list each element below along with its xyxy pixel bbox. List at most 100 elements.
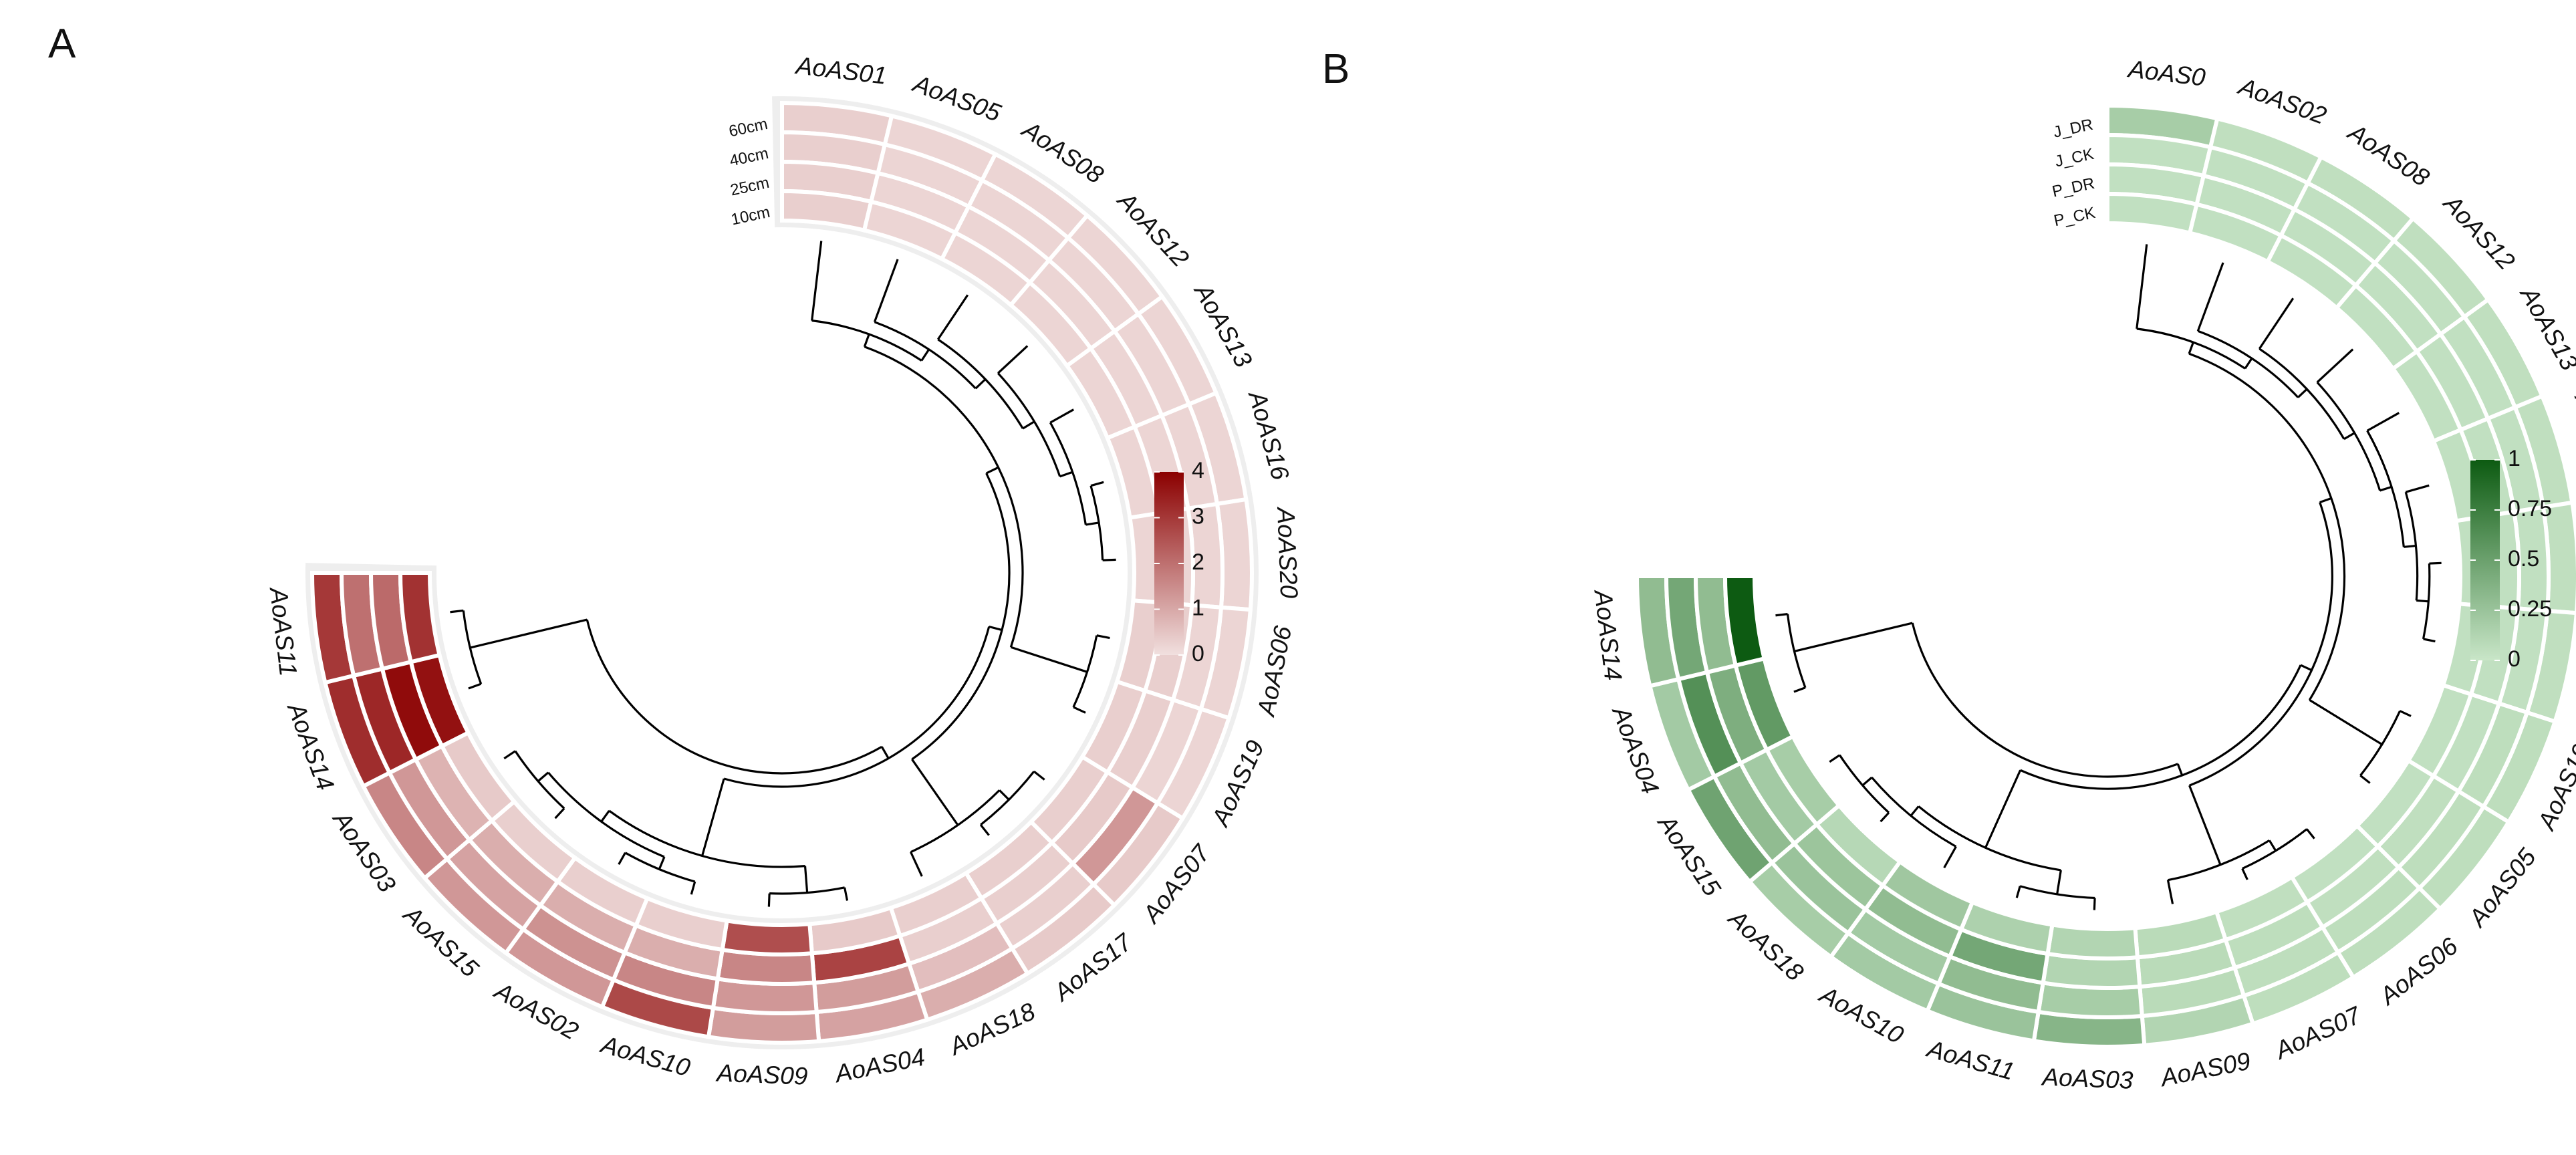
dendrogram-branch: [1085, 521, 1100, 526]
dendrogram-branch: [803, 866, 809, 893]
dendrogram-branch: [880, 746, 890, 759]
panel-a-ring-labels: 60cm 40cm 25cm 10cm: [727, 115, 771, 229]
dendrogram-branch: [2015, 886, 2021, 898]
panel-b-heatmap-cells: [1634, 103, 2576, 1049]
dendrogram-branch: [2416, 599, 2429, 603]
legend-tick-label: 0.25: [2508, 596, 2552, 622]
ring-label: J_CK: [2053, 145, 2095, 171]
dendrogram-branch: [690, 881, 696, 895]
dendrogram-arc: [911, 473, 1011, 761]
panel-a-dendrogram: [450, 241, 1116, 907]
panel-b-ring-labels: J_DR J_CK P_DR P_CK: [2051, 116, 2097, 230]
dendrogram-branch: [1090, 481, 1104, 487]
dendrogram-arc: [2404, 491, 2419, 601]
panel-b-dendrogram: [1775, 244, 2442, 910]
dendrogram-branch: [997, 345, 1029, 374]
gene-label: AoAS09: [2157, 1047, 2252, 1092]
dendrogram-arc: [2189, 501, 2333, 787]
panel-a-heatmap-cells: [309, 100, 1254, 1045]
legend-tick-label: 0: [2508, 646, 2521, 672]
dendrogram-arc: [723, 626, 991, 788]
dendrogram-branch: [1096, 634, 1110, 640]
dendrogram-branch: [911, 759, 959, 826]
ring-label: 25cm: [729, 174, 771, 200]
dendrogram-branch: [1794, 622, 1913, 653]
dendrogram-branch: [1861, 776, 1873, 787]
dendrogram-branch: [1910, 805, 1920, 817]
gene-label: AoAS0: [2126, 55, 2207, 92]
legend-tick-label: 0.75: [2508, 496, 2552, 521]
dendrogram-branch: [2300, 664, 2313, 672]
panel-b-circular-heatmap: AoAS0AoAS02AoAS08AoAS12AoAS13AoAS16AoAS2…: [1589, 55, 2576, 1094]
ring-label: J_DR: [2052, 116, 2095, 142]
dendrogram-branch: [2258, 297, 2295, 350]
gene-label: AoAS14: [1589, 588, 1627, 682]
dendrogram-branch: [2405, 484, 2430, 493]
dendrogram-branch: [2188, 785, 2222, 866]
dendrogram-branch: [811, 241, 823, 321]
dendrogram-branch: [2399, 710, 2412, 717]
dendrogram-branch: [2136, 244, 2148, 330]
dendrogram-branch: [701, 778, 725, 856]
dendrogram-branch: [979, 823, 990, 836]
dendrogram-branch: [863, 334, 870, 348]
dendrogram-branch: [1033, 770, 1045, 781]
panel-a-circular-heatmap: AoAS01 AoAS05AoAS08AoAS12AoAS13AoAS16AoAS…: [265, 51, 1303, 1090]
dendrogram-branch: [2244, 358, 2253, 370]
gene-label: AoAS06: [1252, 624, 1297, 720]
dendrogram-branch: [2379, 485, 2392, 492]
dendrogram-branch: [1984, 769, 2022, 849]
ring-label: P_DR: [2051, 174, 2096, 201]
dendrogram-branch: [2176, 763, 2184, 776]
panel-b-color-legend: 0 0.25 0.5 0.75 1: [2470, 446, 2552, 672]
ring-label: 60cm: [727, 115, 769, 141]
legend-tick-label: 1: [1192, 595, 1204, 620]
dendrogram-branch: [844, 887, 849, 901]
dendrogram-arc: [1911, 622, 2178, 778]
dendrogram-branch: [985, 466, 999, 475]
dendrogram-arc: [1049, 422, 1087, 525]
dendrogram-branch: [2297, 388, 2308, 398]
gene-label: AoAS16: [2569, 390, 2576, 486]
panel-label-b: B: [1322, 46, 1349, 92]
dendrogram-arc: [910, 789, 1001, 854]
dendrogram-branch: [910, 852, 923, 877]
dendrogram-branch: [2404, 544, 2416, 548]
dendrogram-branch: [537, 771, 549, 782]
ring-label: P_CK: [2052, 204, 2097, 230]
dendrogram-branch: [1010, 646, 1088, 673]
heatmap-cell: [720, 918, 815, 956]
dendrogram-branch: [2196, 262, 2224, 332]
dendrogram-branch: [1829, 754, 1841, 763]
gene-label: AoAS01: [793, 51, 888, 90]
dendrogram-branch: [920, 348, 930, 362]
gene-label: AoAS16: [1243, 387, 1295, 483]
gene-label: AoAS04: [831, 1043, 927, 1087]
dendrogram-branch: [2056, 870, 2062, 895]
gene-label: AoAS20: [1272, 506, 1303, 600]
dendrogram-branch: [2188, 342, 2194, 354]
dendrogram-branch: [1022, 420, 1035, 430]
dendrogram-branch: [975, 378, 987, 390]
dendrogram-branch: [2268, 840, 2277, 852]
heatmap-cell: [2105, 191, 2200, 236]
dendrogram-branch: [2166, 880, 2174, 904]
dendrogram-branch: [2343, 432, 2355, 440]
dendrogram-arc: [586, 619, 883, 775]
dendrogram-branch: [1775, 613, 1788, 617]
legend-tick-label: 2: [1192, 549, 1204, 575]
heatmap-cell: [2045, 922, 2140, 960]
dendrogram-branch: [1880, 811, 1890, 823]
gene-label: AoAS04: [1607, 702, 1664, 797]
gene-label: AoAS09: [715, 1059, 808, 1089]
dendrogram-branch: [1073, 706, 1086, 714]
dendrogram-branch: [2423, 638, 2436, 643]
dendrogram-branch: [503, 750, 516, 760]
dendrogram-branch: [618, 852, 626, 866]
dendrogram-branch: [989, 625, 1003, 632]
dendrogram-arc: [2019, 664, 2302, 790]
dendrogram-branch: [1943, 846, 1957, 869]
dendrogram-branch: [937, 294, 969, 340]
gene-label: AoAS02: [2234, 72, 2331, 130]
dendrogram-branch: [658, 856, 666, 870]
